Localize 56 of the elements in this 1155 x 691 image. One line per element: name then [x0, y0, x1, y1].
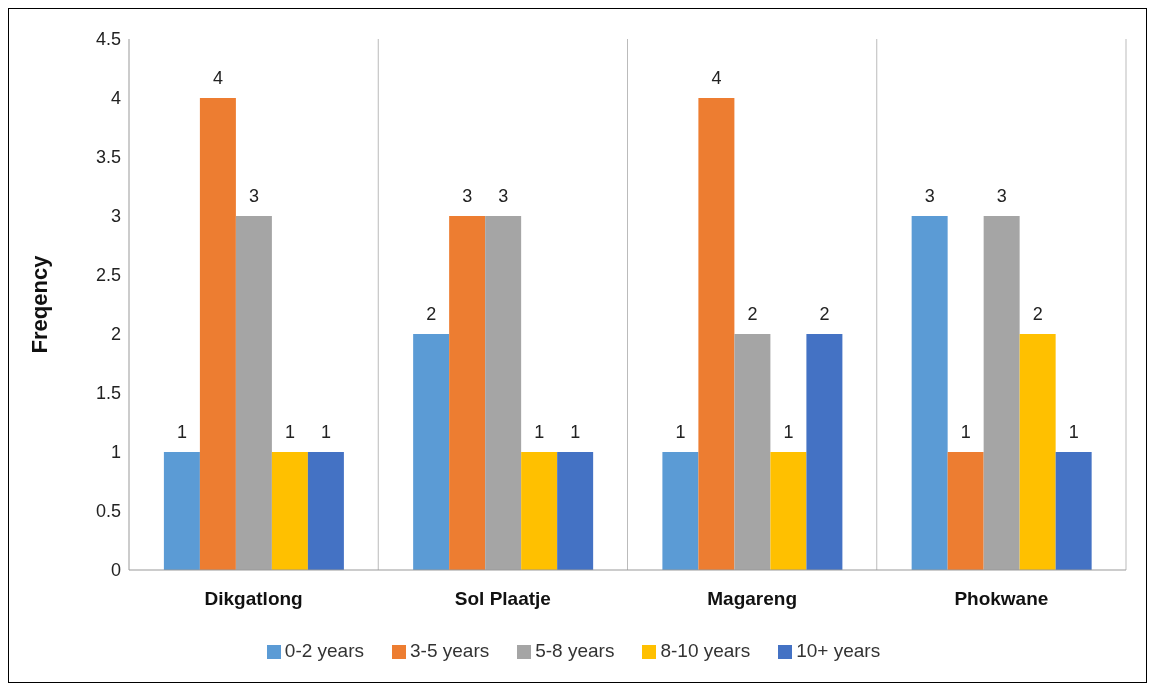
bar — [199, 98, 236, 570]
y-tick-label: 1.5 — [95, 383, 121, 404]
bar — [770, 452, 807, 570]
y-tick-label: 4 — [110, 88, 121, 109]
data-label: 2 — [426, 304, 437, 324]
legend-label: 5-8 years — [535, 640, 615, 661]
x-tick-label: Magareng — [707, 588, 797, 610]
y-tick-label: 3.5 — [95, 147, 121, 168]
legend-label: 3-5 years — [410, 640, 490, 661]
data-label: 1 — [284, 422, 295, 442]
data-label: 1 — [570, 422, 581, 442]
y-tick-label: 1 — [110, 442, 121, 463]
bar — [1055, 452, 1092, 570]
data-label: 2 — [1032, 304, 1043, 324]
y-tick-label: 3 — [110, 206, 121, 227]
data-label: 1 — [176, 422, 187, 442]
bar — [449, 216, 486, 570]
data-label: 4 — [212, 68, 223, 88]
data-label: 1 — [675, 422, 686, 442]
data-label: 1 — [534, 422, 545, 442]
y-tick-label: 2 — [110, 324, 121, 345]
data-label: 1 — [783, 422, 794, 442]
data-label: 3 — [924, 186, 935, 206]
data-label: 1 — [1068, 422, 1079, 442]
bar — [662, 452, 699, 570]
bar — [163, 452, 200, 570]
data-label: 3 — [996, 186, 1007, 206]
bar — [806, 334, 843, 570]
y-axis-title: Freqency — [26, 254, 52, 354]
legend-label: 0-2 years — [284, 640, 365, 661]
data-label: 4 — [711, 68, 722, 88]
bar — [557, 452, 594, 570]
data-label: 2 — [747, 304, 758, 324]
x-tick-label: Phokwane — [954, 588, 1049, 610]
data-label: 3 — [248, 186, 259, 206]
data-label: 3 — [498, 186, 509, 206]
data-label: 1 — [960, 422, 971, 442]
data-label: 1 — [320, 422, 331, 442]
legend-label: 8-10 years — [660, 640, 751, 661]
bar — [698, 98, 735, 570]
y-tick-label: 4.5 — [95, 29, 121, 50]
y-tick-label: 2.5 — [95, 265, 121, 286]
bar — [271, 452, 308, 570]
bar — [307, 452, 344, 570]
y-tick-label: 0 — [110, 560, 121, 581]
bar — [911, 216, 948, 570]
bar — [521, 452, 558, 570]
data-label: 3 — [462, 186, 473, 206]
data-label: 2 — [819, 304, 830, 324]
x-tick-label: Sol Plaatje — [454, 588, 551, 610]
bar — [947, 452, 984, 570]
bar — [413, 334, 450, 570]
legend-label: 10+ years — [796, 640, 881, 661]
bar — [1019, 334, 1056, 570]
x-tick-label: Dikgatlong — [204, 588, 303, 610]
y-tick-label: 0.5 — [95, 501, 121, 522]
